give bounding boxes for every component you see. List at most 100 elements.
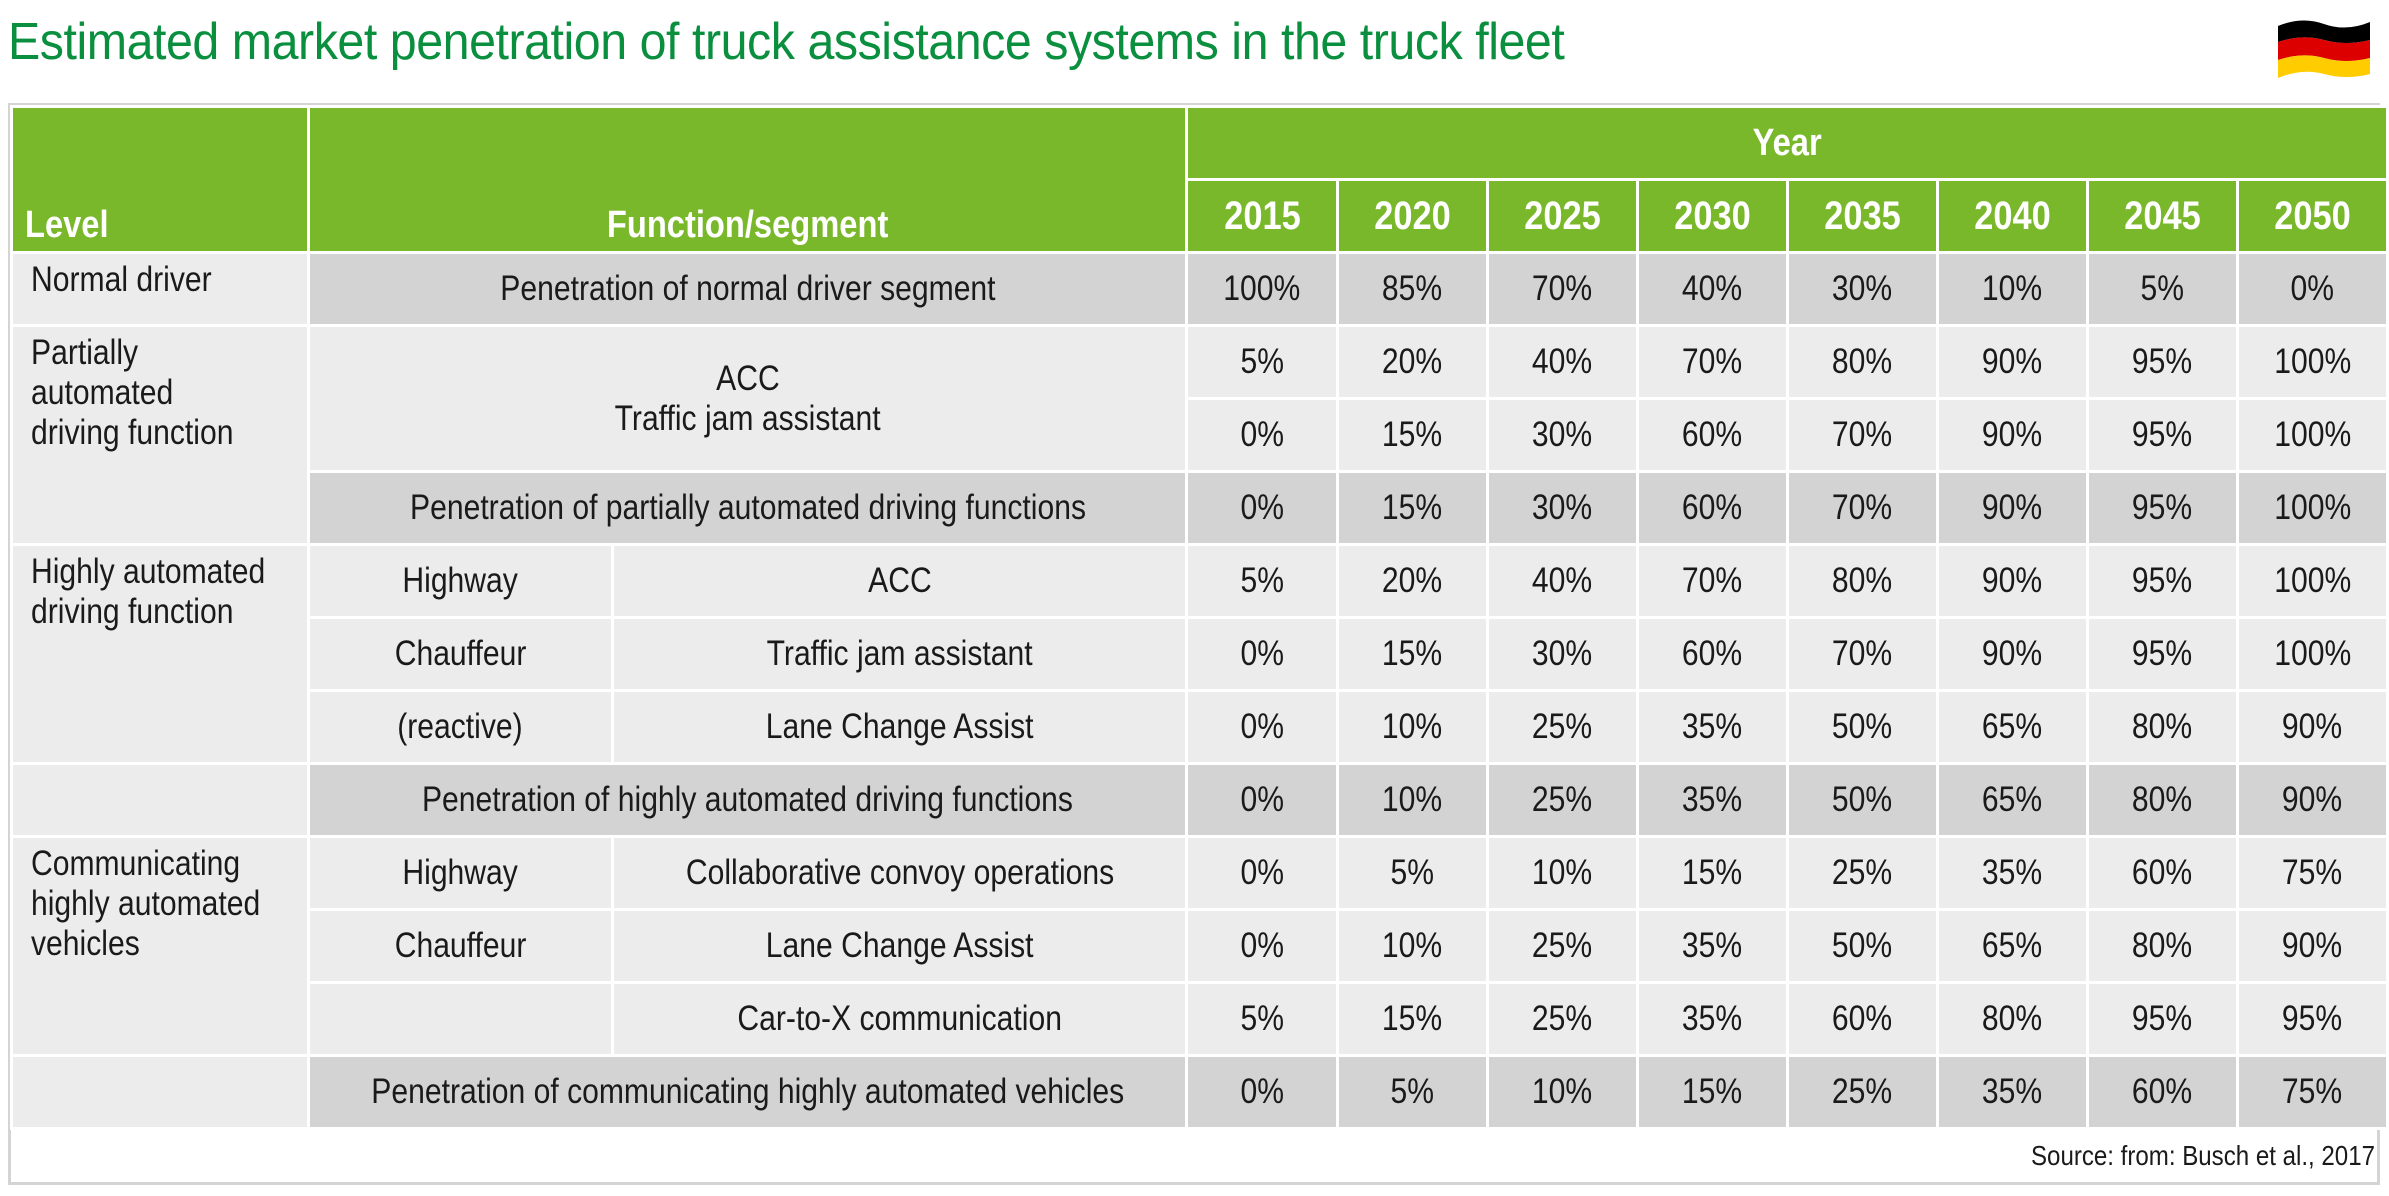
value-cell: 80% <box>1935 981 2089 1057</box>
value-cell: 40% <box>1485 324 1639 400</box>
value-cell: 50% <box>1785 908 1939 984</box>
level-highly-automated: Highly automated driving function <box>10 543 310 765</box>
value-cell: 0% <box>1185 762 1339 838</box>
level-blank <box>10 1054 310 1130</box>
segment-cell: Highway <box>306 543 614 619</box>
value-cell: 90% <box>2235 762 2389 838</box>
value-cell: 60% <box>1635 397 1789 473</box>
table-row: Penetration of highly automated driving … <box>10 762 2389 838</box>
table-row: Highly automated driving function Highwa… <box>10 543 2389 765</box>
penetration-table: Level Function/segment Year 2015 2020 20… <box>10 105 2389 1130</box>
value-cell: 25% <box>1785 1054 1939 1130</box>
value-cell: 5% <box>1185 543 1339 619</box>
table-row: Chauffeur Traffic jam assistant 0% 15% 3… <box>12 616 2389 692</box>
level-partially-automated: Partially automated driving function <box>10 324 310 546</box>
value-cell: 40% <box>1635 251 1789 327</box>
value-cell: 50% <box>1785 762 1939 838</box>
function-header: Function/segment <box>306 105 1189 254</box>
germany-flag-icon <box>2278 20 2370 78</box>
function-cell: Lane Change Assist <box>610 689 1189 765</box>
function-cell: ACC <box>610 543 1189 619</box>
value-cell: 65% <box>1935 689 2089 765</box>
value-cell: 0% <box>1185 616 1339 692</box>
source-note: Source: from: Busch et al., 2017 <box>2031 1140 2375 1171</box>
value-cell: 70% <box>1785 470 1939 546</box>
value-cell: 60% <box>2085 835 2239 911</box>
function-cell: Car-to-X communication <box>610 981 1189 1057</box>
value-cell: 65% <box>1935 908 2089 984</box>
segment-cell: Chauffeur <box>306 616 614 692</box>
value-cell: 100% <box>2235 324 2389 400</box>
value-cell: 75% <box>2235 835 2389 911</box>
value-cell: 0% <box>1185 908 1339 984</box>
value-cell: 25% <box>1485 689 1639 765</box>
year-cell: 2030 <box>1635 178 1789 254</box>
value-cell: 35% <box>1935 835 2089 911</box>
value-cell: 95% <box>2085 981 2239 1057</box>
value-cell: 80% <box>2085 762 2239 838</box>
value-cell: 0% <box>1185 397 1339 473</box>
value-cell: 10% <box>1335 908 1489 984</box>
table-row: Car-to-X communication 5% 15% 25% 35% 60… <box>12 981 2389 1057</box>
value-cell: 35% <box>1635 689 1789 765</box>
header-row: Level Function/segment Year <box>10 105 2389 254</box>
value-cell: 80% <box>2085 908 2239 984</box>
function-cell: Lane Change Assist <box>610 908 1189 984</box>
value-cell: 95% <box>2235 981 2389 1057</box>
value-cell: 65% <box>1935 762 2089 838</box>
page-title: Estimated market penetration of truck as… <box>8 13 1565 71</box>
segment-cell: Highway <box>306 835 614 911</box>
value-cell: 70% <box>1785 397 1939 473</box>
function-cell: Traffic jam assistant <box>610 616 1189 692</box>
value-cell: 10% <box>1485 835 1639 911</box>
value-cell: 80% <box>1785 324 1939 400</box>
value-cell: 5% <box>1185 324 1339 400</box>
function-cell: Collaborative convoy operations <box>610 835 1189 911</box>
year-cell: 2025 <box>1485 178 1639 254</box>
value-cell: 10% <box>1335 689 1489 765</box>
table-row: Partially automated driving function ACC… <box>10 324 2389 546</box>
value-cell: 100% <box>1185 251 1339 327</box>
value-cell: 95% <box>2085 470 2239 546</box>
value-cell: 95% <box>2085 324 2239 400</box>
table-row: Chauffeur Lane Change Assist 0% 10% 25% … <box>12 908 2389 984</box>
table-row: Normal driver Penetration of normal driv… <box>10 251 2389 327</box>
level-blank <box>10 762 310 838</box>
penetration-label: Penetration of partially automated drivi… <box>306 470 1189 546</box>
value-cell: 60% <box>1635 616 1789 692</box>
value-cell: 35% <box>1635 908 1789 984</box>
value-cell: 20% <box>1335 324 1489 400</box>
segment-cell <box>306 981 614 1057</box>
table-row: Penetration of partially automated drivi… <box>12 470 2389 546</box>
year-cell: 2035 <box>1785 178 1939 254</box>
value-cell: 10% <box>1335 762 1489 838</box>
value-cell: 15% <box>1335 470 1489 546</box>
value-cell: 15% <box>1635 835 1789 911</box>
year-cell: 2040 <box>1935 178 2089 254</box>
value-cell: 70% <box>1635 543 1789 619</box>
value-cell: 60% <box>2085 1054 2239 1130</box>
value-cell: 0% <box>1185 1054 1339 1130</box>
value-cell: 80% <box>2085 689 2239 765</box>
value-cell: 90% <box>2235 908 2389 984</box>
value-cell: 20% <box>1335 543 1489 619</box>
value-cell: 40% <box>1485 543 1639 619</box>
value-cell: 5% <box>1335 835 1489 911</box>
value-cell: 30% <box>1485 616 1639 692</box>
value-cell: 10% <box>1935 251 2089 327</box>
value-cell: 15% <box>1335 616 1489 692</box>
table-row: 0% 15% 30% 60% 70% 90% 95% 100% <box>12 397 2389 473</box>
year-cell: 2020 <box>1335 178 1489 254</box>
year-cell: 2015 <box>1185 178 1339 254</box>
value-cell: 35% <box>1635 981 1789 1057</box>
value-cell: 25% <box>1485 908 1639 984</box>
year-header: Year <box>1185 105 2389 181</box>
level-communicating: Communicating highly automated vehicles <box>10 835 310 1057</box>
value-cell: 15% <box>1335 397 1489 473</box>
value-cell: 70% <box>1485 251 1639 327</box>
value-cell: 95% <box>2085 616 2239 692</box>
value-cell: 5% <box>1335 1054 1489 1130</box>
value-cell: 30% <box>1785 251 1939 327</box>
value-cell: 0% <box>1185 470 1339 546</box>
value-cell: 100% <box>2235 397 2389 473</box>
